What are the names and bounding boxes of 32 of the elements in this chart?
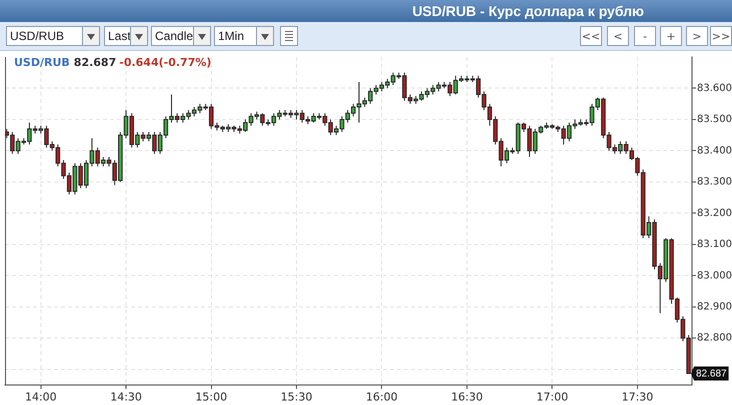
- x-tick-label: 14:00: [24, 390, 57, 404]
- text: Last: [108, 29, 132, 43]
- y-tick-label: 83.300: [697, 176, 732, 188]
- y-tick-label: 82.900: [697, 302, 732, 312]
- x-tick-label: 16:30: [451, 390, 483, 404]
- x-tick-label: 15:30: [280, 390, 312, 404]
- text: USD/RUB: [10, 29, 66, 43]
- text: >>: [710, 26, 732, 46]
- x-tick-label: 16:00: [366, 390, 398, 404]
- y-tick-label: 83.600: [697, 82, 732, 94]
- text: 1Min: [218, 29, 246, 43]
- annotation: 82.687: [696, 368, 728, 380]
- y-tick-label: 83.000: [697, 270, 732, 282]
- annotation: USD/RUB: [14, 56, 70, 69]
- y-tick-label: 83.400: [697, 145, 732, 156]
- text: -: [634, 26, 656, 46]
- text: <<: [580, 26, 602, 46]
- y-tick-label: 83.100: [697, 239, 732, 250]
- x-tick-label: 17:30: [622, 390, 654, 404]
- text: >: [686, 26, 708, 46]
- x-tick-label: 15:00: [195, 390, 228, 404]
- y-tick-label: 82.800: [697, 332, 732, 344]
- annotation: 82.687: [74, 56, 116, 69]
- text: <: [607, 26, 629, 46]
- y-tick-label: 83.500: [697, 114, 732, 126]
- x-tick-label: 14:30: [110, 390, 142, 404]
- text: +: [660, 26, 682, 46]
- annotation: -0.644(-0.77%): [119, 56, 212, 69]
- x-tick-label: 17:00: [536, 390, 568, 404]
- y-tick-label: 83.200: [697, 208, 732, 219]
- text: Candle: [155, 29, 194, 43]
- chart-title: USD/RUB - Курс доллара к рублю: [412, 3, 644, 19]
